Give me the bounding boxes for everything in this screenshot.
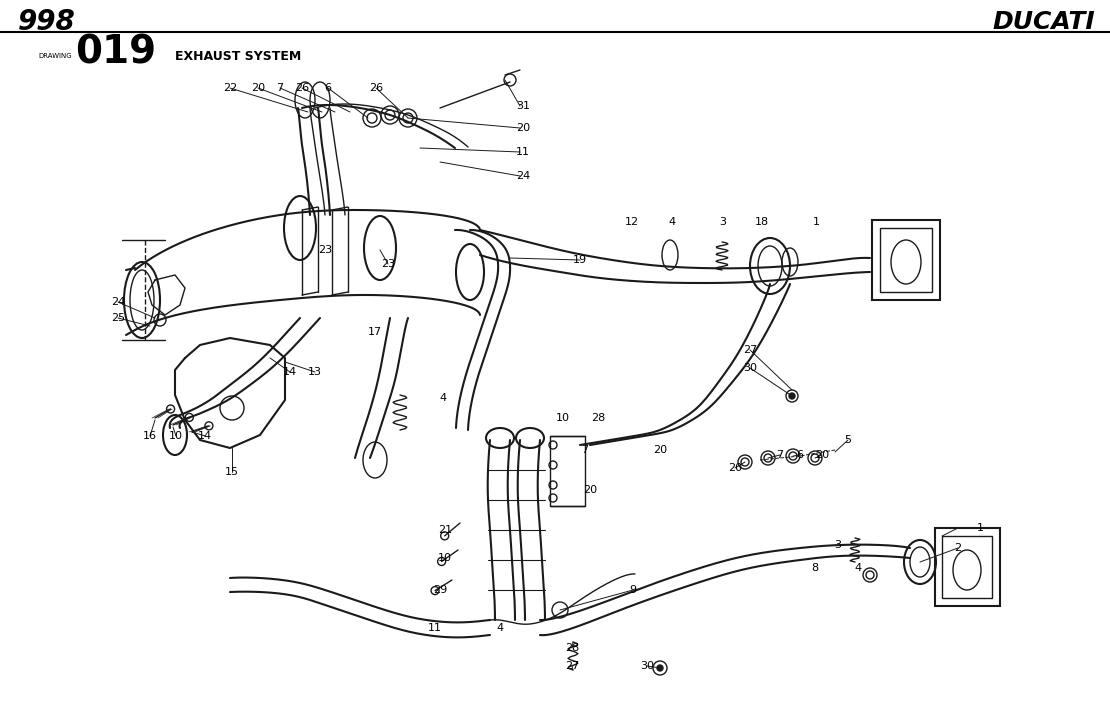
Text: 28: 28	[565, 643, 579, 653]
Text: 16: 16	[143, 431, 157, 441]
Text: 23: 23	[317, 245, 332, 255]
Text: 20: 20	[583, 485, 597, 495]
Text: 23: 23	[381, 259, 395, 269]
Text: 27: 27	[565, 661, 579, 671]
Text: 29: 29	[433, 585, 447, 595]
Text: 18: 18	[755, 217, 769, 227]
Circle shape	[789, 393, 795, 399]
Bar	[872, 220, 940, 300]
Text: 2: 2	[955, 543, 961, 553]
Text: 26: 26	[369, 83, 383, 93]
Text: 15: 15	[225, 467, 239, 477]
Text: 14: 14	[198, 431, 212, 441]
Text: 019: 019	[75, 33, 157, 71]
Text: 31: 31	[516, 101, 529, 111]
Text: 8: 8	[811, 563, 818, 573]
Text: 14: 14	[283, 367, 297, 377]
Bar	[942, 536, 992, 598]
Text: 17: 17	[367, 327, 382, 337]
Text: 19: 19	[573, 255, 587, 265]
Bar	[880, 228, 932, 292]
Text: 30: 30	[743, 363, 757, 373]
Text: 20: 20	[653, 445, 667, 455]
Text: 4: 4	[440, 393, 446, 403]
Text: 10: 10	[438, 553, 452, 563]
Circle shape	[657, 665, 663, 671]
Text: 13: 13	[307, 367, 322, 377]
Text: 22: 22	[223, 83, 238, 93]
Text: 6: 6	[797, 450, 804, 460]
Text: 3: 3	[835, 540, 841, 550]
Text: 30: 30	[640, 661, 654, 671]
Text: 5: 5	[845, 435, 851, 445]
Text: 20: 20	[516, 123, 531, 133]
Text: 4: 4	[855, 563, 861, 573]
Bar	[935, 528, 1000, 606]
Text: 28: 28	[591, 413, 605, 423]
Text: 11: 11	[516, 147, 529, 157]
Text: 25: 25	[111, 313, 125, 323]
Text: 26: 26	[295, 83, 309, 93]
Text: 1: 1	[977, 523, 983, 533]
Text: 24: 24	[111, 297, 125, 307]
Text: 11: 11	[428, 623, 442, 633]
Bar	[549, 436, 585, 506]
Text: 1: 1	[813, 217, 819, 227]
Text: 998: 998	[18, 8, 75, 36]
Text: 7: 7	[776, 450, 784, 460]
Text: 7: 7	[276, 83, 283, 93]
Text: 12: 12	[625, 217, 639, 227]
Text: DUCATI: DUCATI	[992, 10, 1094, 34]
Text: 10: 10	[556, 413, 571, 423]
Text: 21: 21	[438, 525, 452, 535]
Text: 10: 10	[169, 431, 183, 441]
Text: 7: 7	[582, 445, 588, 455]
Text: 24: 24	[516, 171, 531, 181]
Text: 20: 20	[251, 83, 265, 93]
Text: 6: 6	[324, 83, 332, 93]
Text: 9: 9	[629, 585, 636, 595]
Text: 20: 20	[728, 463, 743, 473]
Text: 4: 4	[496, 623, 504, 633]
Text: DRAWING: DRAWING	[38, 53, 72, 59]
Text: 20: 20	[815, 450, 829, 460]
Text: 3: 3	[719, 217, 727, 227]
Text: 27: 27	[743, 345, 757, 355]
Text: EXHAUST SYSTEM: EXHAUST SYSTEM	[175, 49, 301, 63]
Text: 4: 4	[668, 217, 676, 227]
